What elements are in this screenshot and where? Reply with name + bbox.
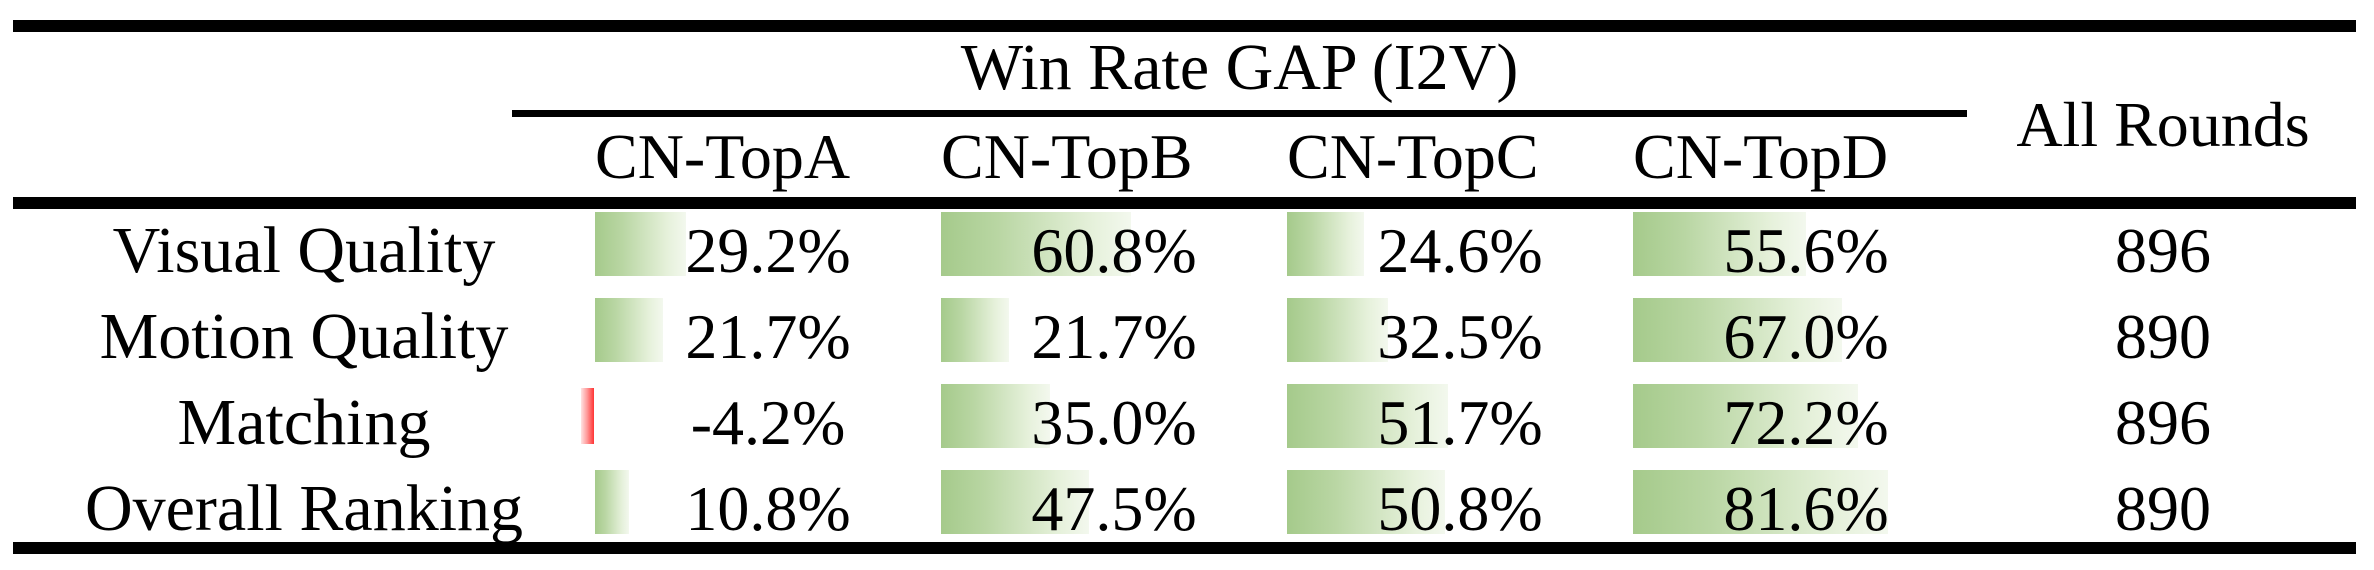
positive-data-bar [1633, 384, 1859, 448]
positive-data-bar [1287, 212, 1364, 276]
cell-value: 55.6% [1723, 215, 1889, 286]
cell-value: 21.7% [685, 301, 851, 372]
cell-value: 10.8% [685, 473, 851, 544]
all-rounds-value: 896 [2115, 215, 2211, 286]
row-label-visual-quality: Visual Quality [112, 214, 496, 287]
data-cell: 21.7% [941, 295, 1287, 381]
data-cell: 24.6% [1287, 209, 1633, 295]
negative-data-bar [580, 388, 594, 444]
data-cell: 55.6% [1633, 209, 1979, 295]
table-bottom-rule [13, 542, 2356, 554]
data-cell: 29.2% [595, 209, 941, 295]
cell-value: 32.5% [1377, 301, 1543, 372]
data-cell: 21.7% [595, 295, 941, 381]
positive-data-bar [1633, 212, 1807, 276]
data-cell: 50.8% [1287, 467, 1633, 553]
positive-data-bar [1287, 384, 1449, 448]
positive-data-bar [941, 212, 1131, 276]
positive-data-bar [1287, 470, 1446, 534]
cell-value: 81.6% [1723, 473, 1889, 544]
positive-data-bar [941, 384, 1051, 448]
data-cell: 32.5% [1287, 295, 1633, 381]
column-header-cn-topc: CN-TopC [1287, 121, 1539, 192]
data-cell: 47.5% [941, 467, 1287, 553]
data-cell: 67.0% [1633, 295, 1979, 381]
all-rounds-value: 890 [2115, 473, 2211, 544]
table-top-rule [13, 20, 2356, 32]
all-rounds-value: 896 [2115, 387, 2211, 458]
table-row: Matching -4.2% 35.0% 51.7% 72.2% 896 [0, 381, 2374, 467]
positive-data-bar [941, 298, 1009, 362]
data-cell: 81.6% [1633, 467, 1979, 553]
table-row: Overall Ranking 10.8% 47.5% 50.8% 81.6% … [0, 467, 2374, 553]
positive-data-bar [941, 470, 1090, 534]
cell-value: 47.5% [1031, 473, 1197, 544]
cell-value: 21.7% [1031, 301, 1197, 372]
column-header-cn-topa: CN-TopA [595, 121, 851, 192]
cell-value: 24.6% [1377, 215, 1543, 286]
column-header-all-rounds: All Rounds [2016, 89, 2310, 160]
column-header-cn-topd: CN-TopD [1633, 121, 1889, 192]
header-bottom-rule [13, 197, 2356, 209]
cell-value: 72.2% [1723, 387, 1889, 458]
group-header-win-rate-gap: Win Rate GAP (I2V) [960, 31, 1519, 104]
column-header-cn-topb: CN-TopB [941, 121, 1193, 192]
cell-value: -4.2% [690, 387, 846, 458]
positive-data-bar [595, 470, 629, 534]
positive-data-bar [1287, 298, 1389, 362]
data-cell: 60.8% [941, 209, 1287, 295]
positive-data-bar [595, 298, 663, 362]
table-row: Visual Quality 29.2% 60.8% 24.6% 55.6% 8… [0, 209, 2374, 295]
cell-value: 60.8% [1031, 215, 1197, 286]
row-label-motion-quality: Motion Quality [99, 300, 509, 373]
data-cell: -4.2% [580, 381, 941, 467]
cell-value: 51.7% [1377, 387, 1543, 458]
group-header-underline [512, 110, 1967, 117]
data-cell: 72.2% [1633, 381, 1979, 467]
row-label-overall-ranking: Overall Ranking [84, 472, 524, 545]
all-rounds-value: 890 [2115, 301, 2211, 372]
positive-data-bar [1633, 470, 1888, 534]
data-cell: 35.0% [941, 381, 1287, 467]
positive-data-bar [595, 212, 687, 276]
cell-value: 29.2% [685, 215, 851, 286]
data-cell: 51.7% [1287, 381, 1633, 467]
positive-data-bar [1633, 298, 1843, 362]
data-cell: 10.8% [595, 467, 941, 553]
cell-value: 67.0% [1723, 301, 1889, 372]
cell-value: 35.0% [1031, 387, 1197, 458]
row-label-matching: Matching [177, 386, 431, 459]
cell-value: 50.8% [1377, 473, 1543, 544]
table-row: Motion Quality 21.7% 21.7% 32.5% 67.0% 8… [0, 295, 2374, 381]
